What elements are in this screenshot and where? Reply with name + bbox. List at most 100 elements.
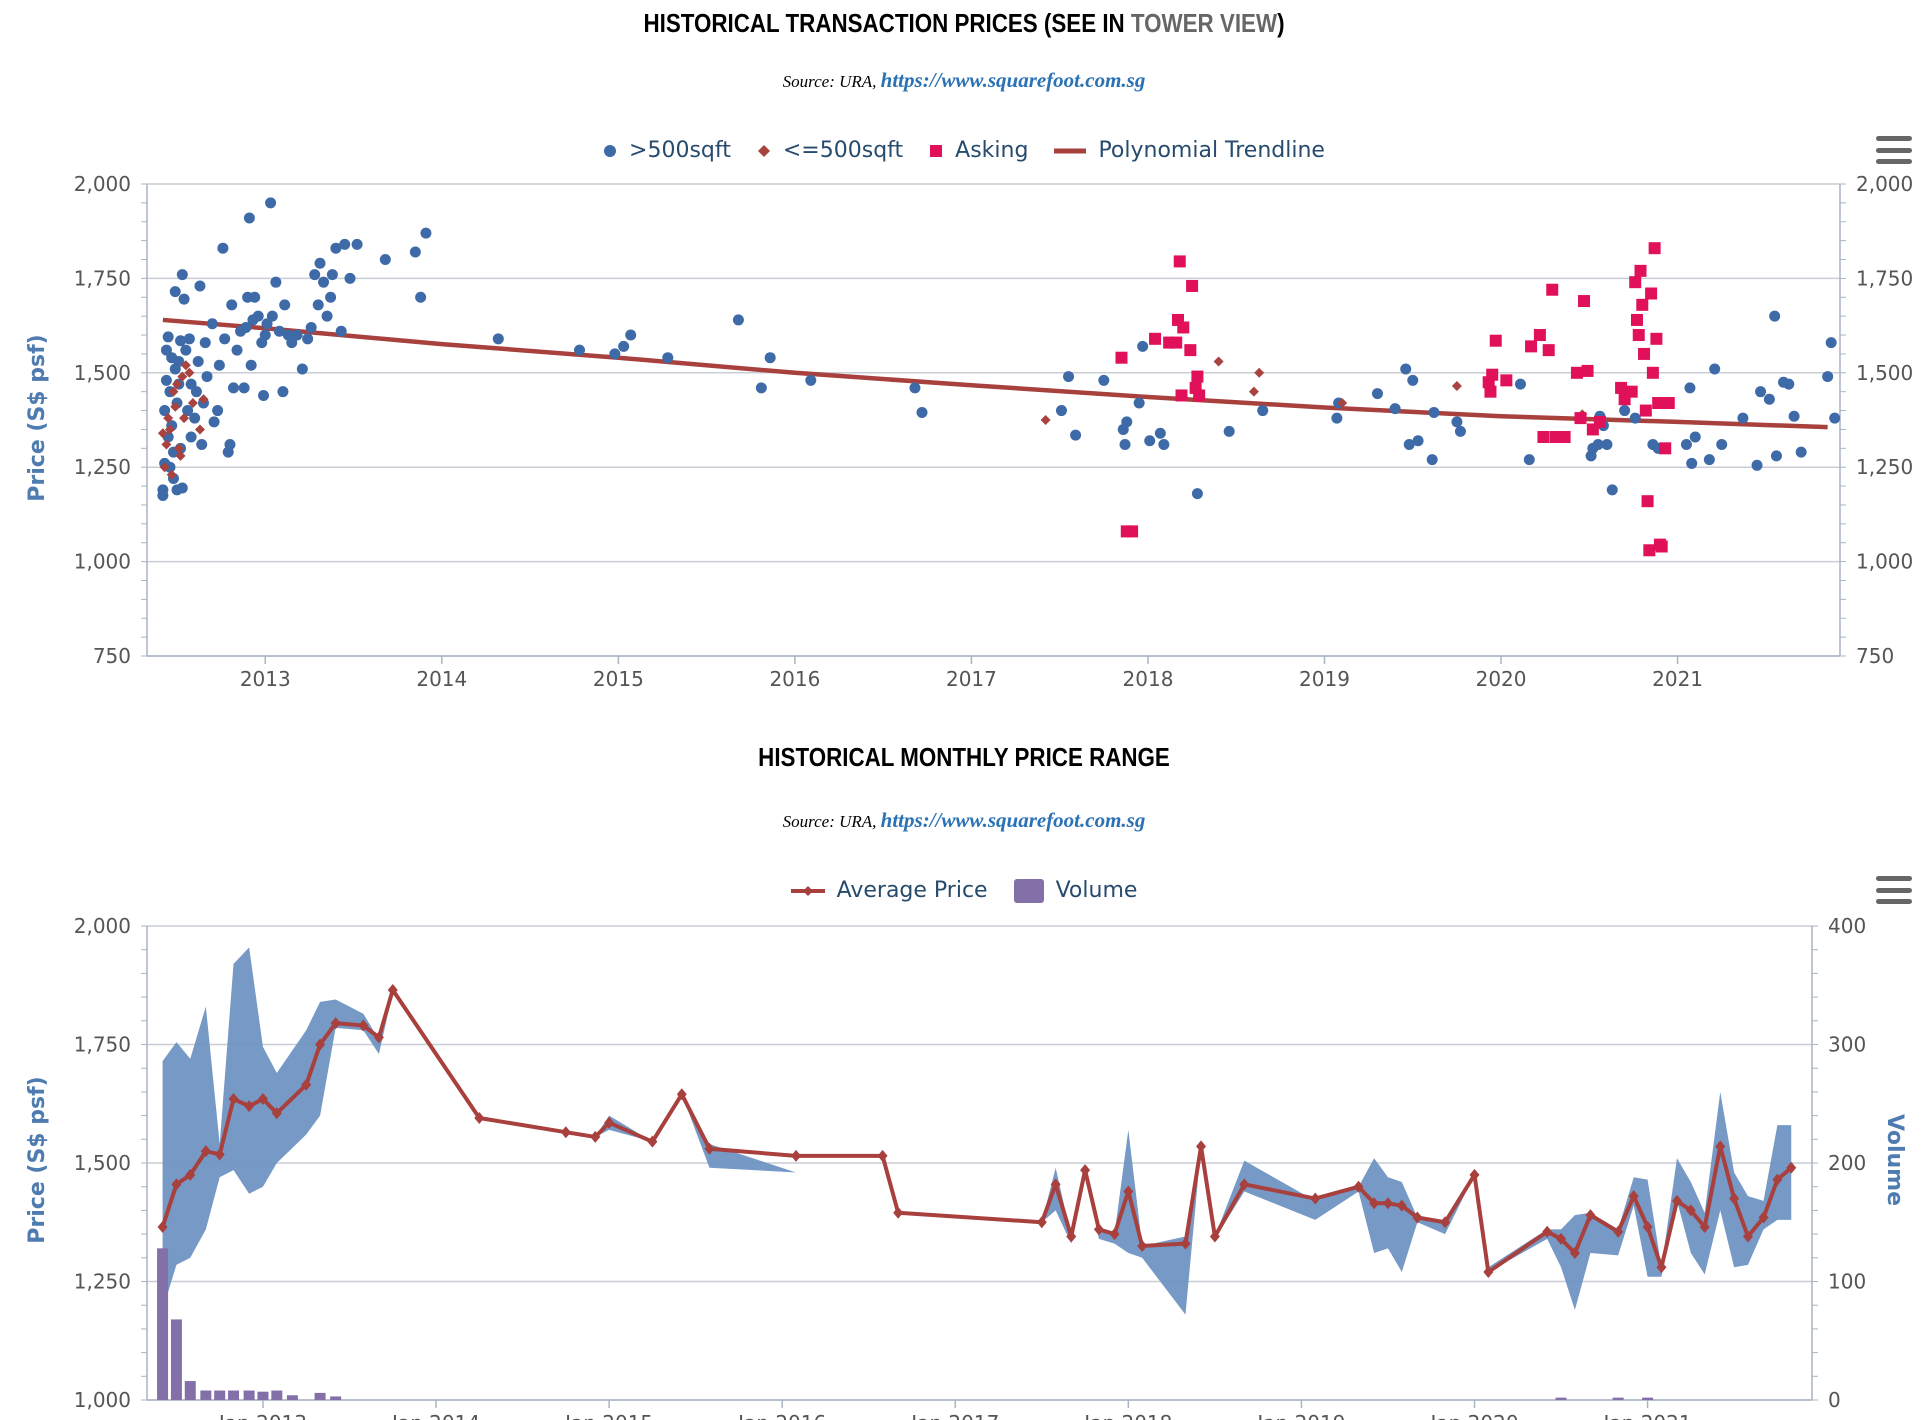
point-asking	[1615, 381, 1628, 394]
x-tick-label: 2019	[1299, 667, 1350, 691]
bar-marker-icon	[1013, 878, 1044, 903]
point-large	[1428, 406, 1440, 418]
point-large	[492, 333, 504, 345]
average-price-point	[228, 1093, 239, 1106]
point-large	[206, 318, 218, 330]
average-price-point	[1066, 1230, 1077, 1243]
chart2-source: Source: URA, https://www.squarefoot.com.…	[0, 808, 1928, 833]
point-large	[305, 321, 317, 333]
average-price-point	[1382, 1197, 1393, 1210]
point-large	[252, 310, 264, 322]
point-large	[265, 197, 277, 209]
point-small	[164, 424, 175, 435]
legend-item-volume[interactable]: Volume	[1013, 878, 1138, 903]
y-tick-label: 1,750	[74, 1033, 131, 1057]
point-small	[161, 439, 172, 450]
average-price-point	[1180, 1237, 1191, 1250]
point-asking	[1659, 442, 1672, 455]
legend-item-trendline[interactable]: Polynomial Trendline	[1054, 138, 1325, 163]
tower-view-link[interactable]: TOWER VIEW	[1130, 8, 1278, 38]
point-large	[609, 348, 621, 360]
point-asking	[1546, 283, 1559, 296]
y-tick-label: 1,000	[74, 1388, 131, 1412]
point-large	[1822, 371, 1834, 383]
point-asking	[1574, 412, 1587, 425]
point-large	[1829, 412, 1841, 424]
point-large	[1063, 371, 1075, 383]
point-large	[1407, 374, 1419, 386]
chart1-source-link[interactable]: https://www.squarefoot.com.sg	[880, 68, 1146, 92]
line-diamond-marker-icon	[790, 885, 825, 896]
point-large	[339, 238, 351, 250]
point-large	[178, 293, 190, 305]
point-asking	[1634, 264, 1647, 277]
point-small	[168, 386, 179, 397]
average-price-point	[590, 1130, 601, 1143]
point-small	[163, 413, 174, 424]
average-price-point	[676, 1088, 687, 1101]
legend-item-asking[interactable]: Asking	[929, 138, 1028, 163]
y2-tick-label: 400	[1828, 914, 1866, 938]
average-price-point	[1786, 1161, 1797, 1174]
point-asking	[1636, 298, 1649, 311]
chart1-menu-icon[interactable]	[1876, 136, 1912, 164]
y2-tick-label: 1,250	[1856, 455, 1913, 479]
point-large	[1689, 431, 1701, 443]
legend-item-average-price[interactable]: Average Price	[790, 878, 988, 903]
point-large	[194, 280, 206, 292]
x-tick-label: Jan 2020	[1428, 1411, 1518, 1420]
point-large	[273, 325, 285, 337]
average-price-point	[474, 1111, 485, 1124]
point-asking	[1643, 544, 1656, 557]
point-large	[1070, 429, 1082, 441]
y2-tick-label: 100	[1828, 1270, 1866, 1294]
average-price-point	[1209, 1230, 1220, 1243]
point-large	[249, 291, 261, 303]
point-small	[1337, 398, 1348, 409]
point-large	[1412, 435, 1424, 447]
point-large	[1825, 337, 1837, 349]
point-large	[379, 254, 391, 266]
point-small	[184, 367, 195, 378]
point-small	[179, 413, 190, 424]
point-asking	[1486, 368, 1499, 381]
point-large	[1684, 382, 1696, 394]
point-asking	[1115, 351, 1128, 364]
chart1-title-prefix: HISTORICAL TRANSACTION PRICES (SEE IN	[643, 8, 1131, 38]
point-large	[1158, 439, 1170, 451]
average-price-point	[893, 1206, 904, 1219]
legend-item-small[interactable]: <=500sqft	[757, 138, 903, 163]
chart2-source-link[interactable]: https://www.squarefoot.com.sg	[880, 808, 1146, 832]
point-large	[662, 352, 674, 364]
point-asking	[1629, 276, 1642, 289]
point-large	[185, 431, 197, 443]
legend-item-large[interactable]: >500sqft	[603, 138, 731, 163]
point-large	[217, 242, 229, 254]
volume-bar	[184, 1381, 196, 1400]
y2-tick-label: 1,500	[1856, 361, 1913, 385]
point-asking	[1662, 397, 1675, 410]
point-large	[245, 359, 257, 371]
average-price-point	[1440, 1216, 1451, 1229]
chart2-source-label: Source: URA,	[782, 812, 877, 831]
legend-label: Volume	[1055, 878, 1138, 903]
average-price-point	[1585, 1209, 1596, 1222]
point-large	[1055, 405, 1067, 417]
point-asking	[1570, 366, 1583, 379]
volume-bar	[170, 1319, 182, 1400]
y-tick-label: 2,000	[74, 914, 131, 938]
chart1-source: Source: URA, https://www.squarefoot.com.…	[0, 68, 1928, 93]
average-price-point	[647, 1135, 658, 1148]
point-asking	[1537, 430, 1550, 443]
legend-label: Average Price	[836, 878, 988, 903]
average-price-point	[315, 1038, 326, 1051]
point-small	[194, 424, 205, 435]
point-small	[1040, 415, 1051, 425]
average-price-point	[1542, 1225, 1553, 1238]
average-price-point	[704, 1142, 715, 1155]
point-small	[1451, 381, 1462, 392]
point-large	[266, 310, 278, 322]
x-tick-label: Jan 2018	[1082, 1411, 1172, 1420]
chart2-menu-icon[interactable]	[1876, 876, 1912, 904]
point-large	[351, 238, 363, 250]
